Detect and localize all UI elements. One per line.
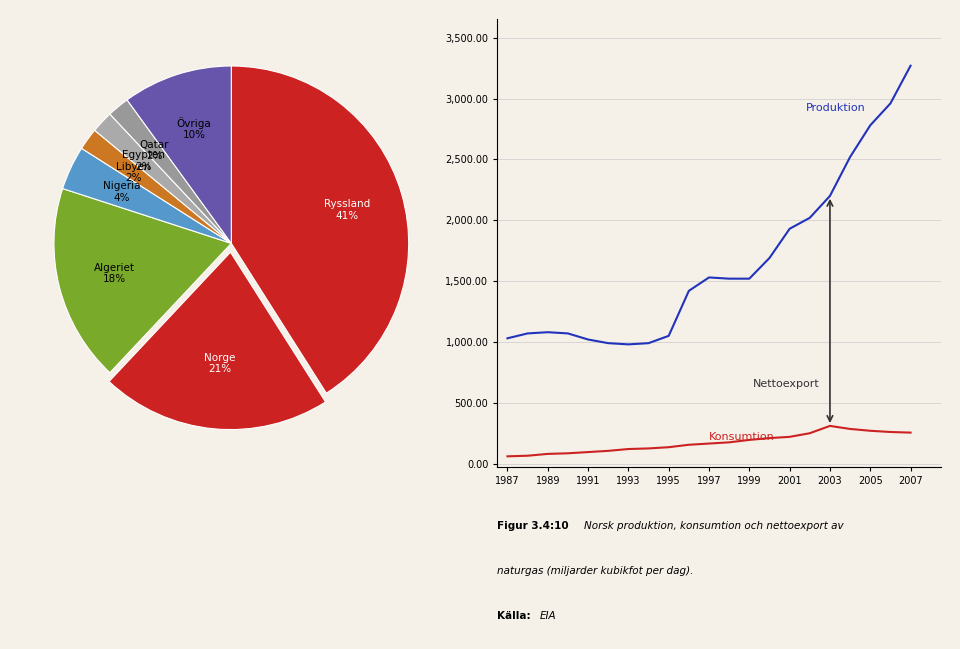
Wedge shape (54, 189, 231, 373)
Text: Norsk produktion, konsumtion och nettoexport av: Norsk produktion, konsumtion och nettoex… (584, 521, 844, 531)
Text: EIA: EIA (540, 611, 556, 620)
Text: Nigeria
4%: Nigeria 4% (104, 181, 141, 203)
Text: Norge
21%: Norge 21% (204, 352, 235, 374)
Text: Ryssland
41%: Ryssland 41% (324, 199, 371, 221)
Text: Libyen
2%: Libyen 2% (116, 162, 151, 183)
Wedge shape (109, 100, 231, 243)
Text: Qatar
2%: Qatar 2% (140, 140, 169, 161)
Text: Konsumtion: Konsumtion (709, 432, 775, 442)
Text: Figur 3.4:10: Figur 3.4:10 (497, 521, 572, 531)
Text: Egypten
2%: Egypten 2% (122, 150, 165, 171)
Wedge shape (82, 130, 231, 243)
Text: Algeriet
18%: Algeriet 18% (94, 263, 135, 284)
Wedge shape (62, 149, 231, 243)
Text: Källa:: Källa: (497, 611, 535, 620)
Wedge shape (109, 252, 325, 430)
Text: Övriga
10%: Övriga 10% (177, 117, 211, 140)
Text: Produktion: Produktion (805, 103, 866, 113)
Wedge shape (127, 66, 231, 243)
Text: naturgas (miljarder kubikfot per dag).: naturgas (miljarder kubikfot per dag). (497, 566, 694, 576)
Wedge shape (95, 114, 231, 243)
Wedge shape (231, 66, 409, 393)
Text: Nettoexport: Nettoexport (754, 379, 820, 389)
